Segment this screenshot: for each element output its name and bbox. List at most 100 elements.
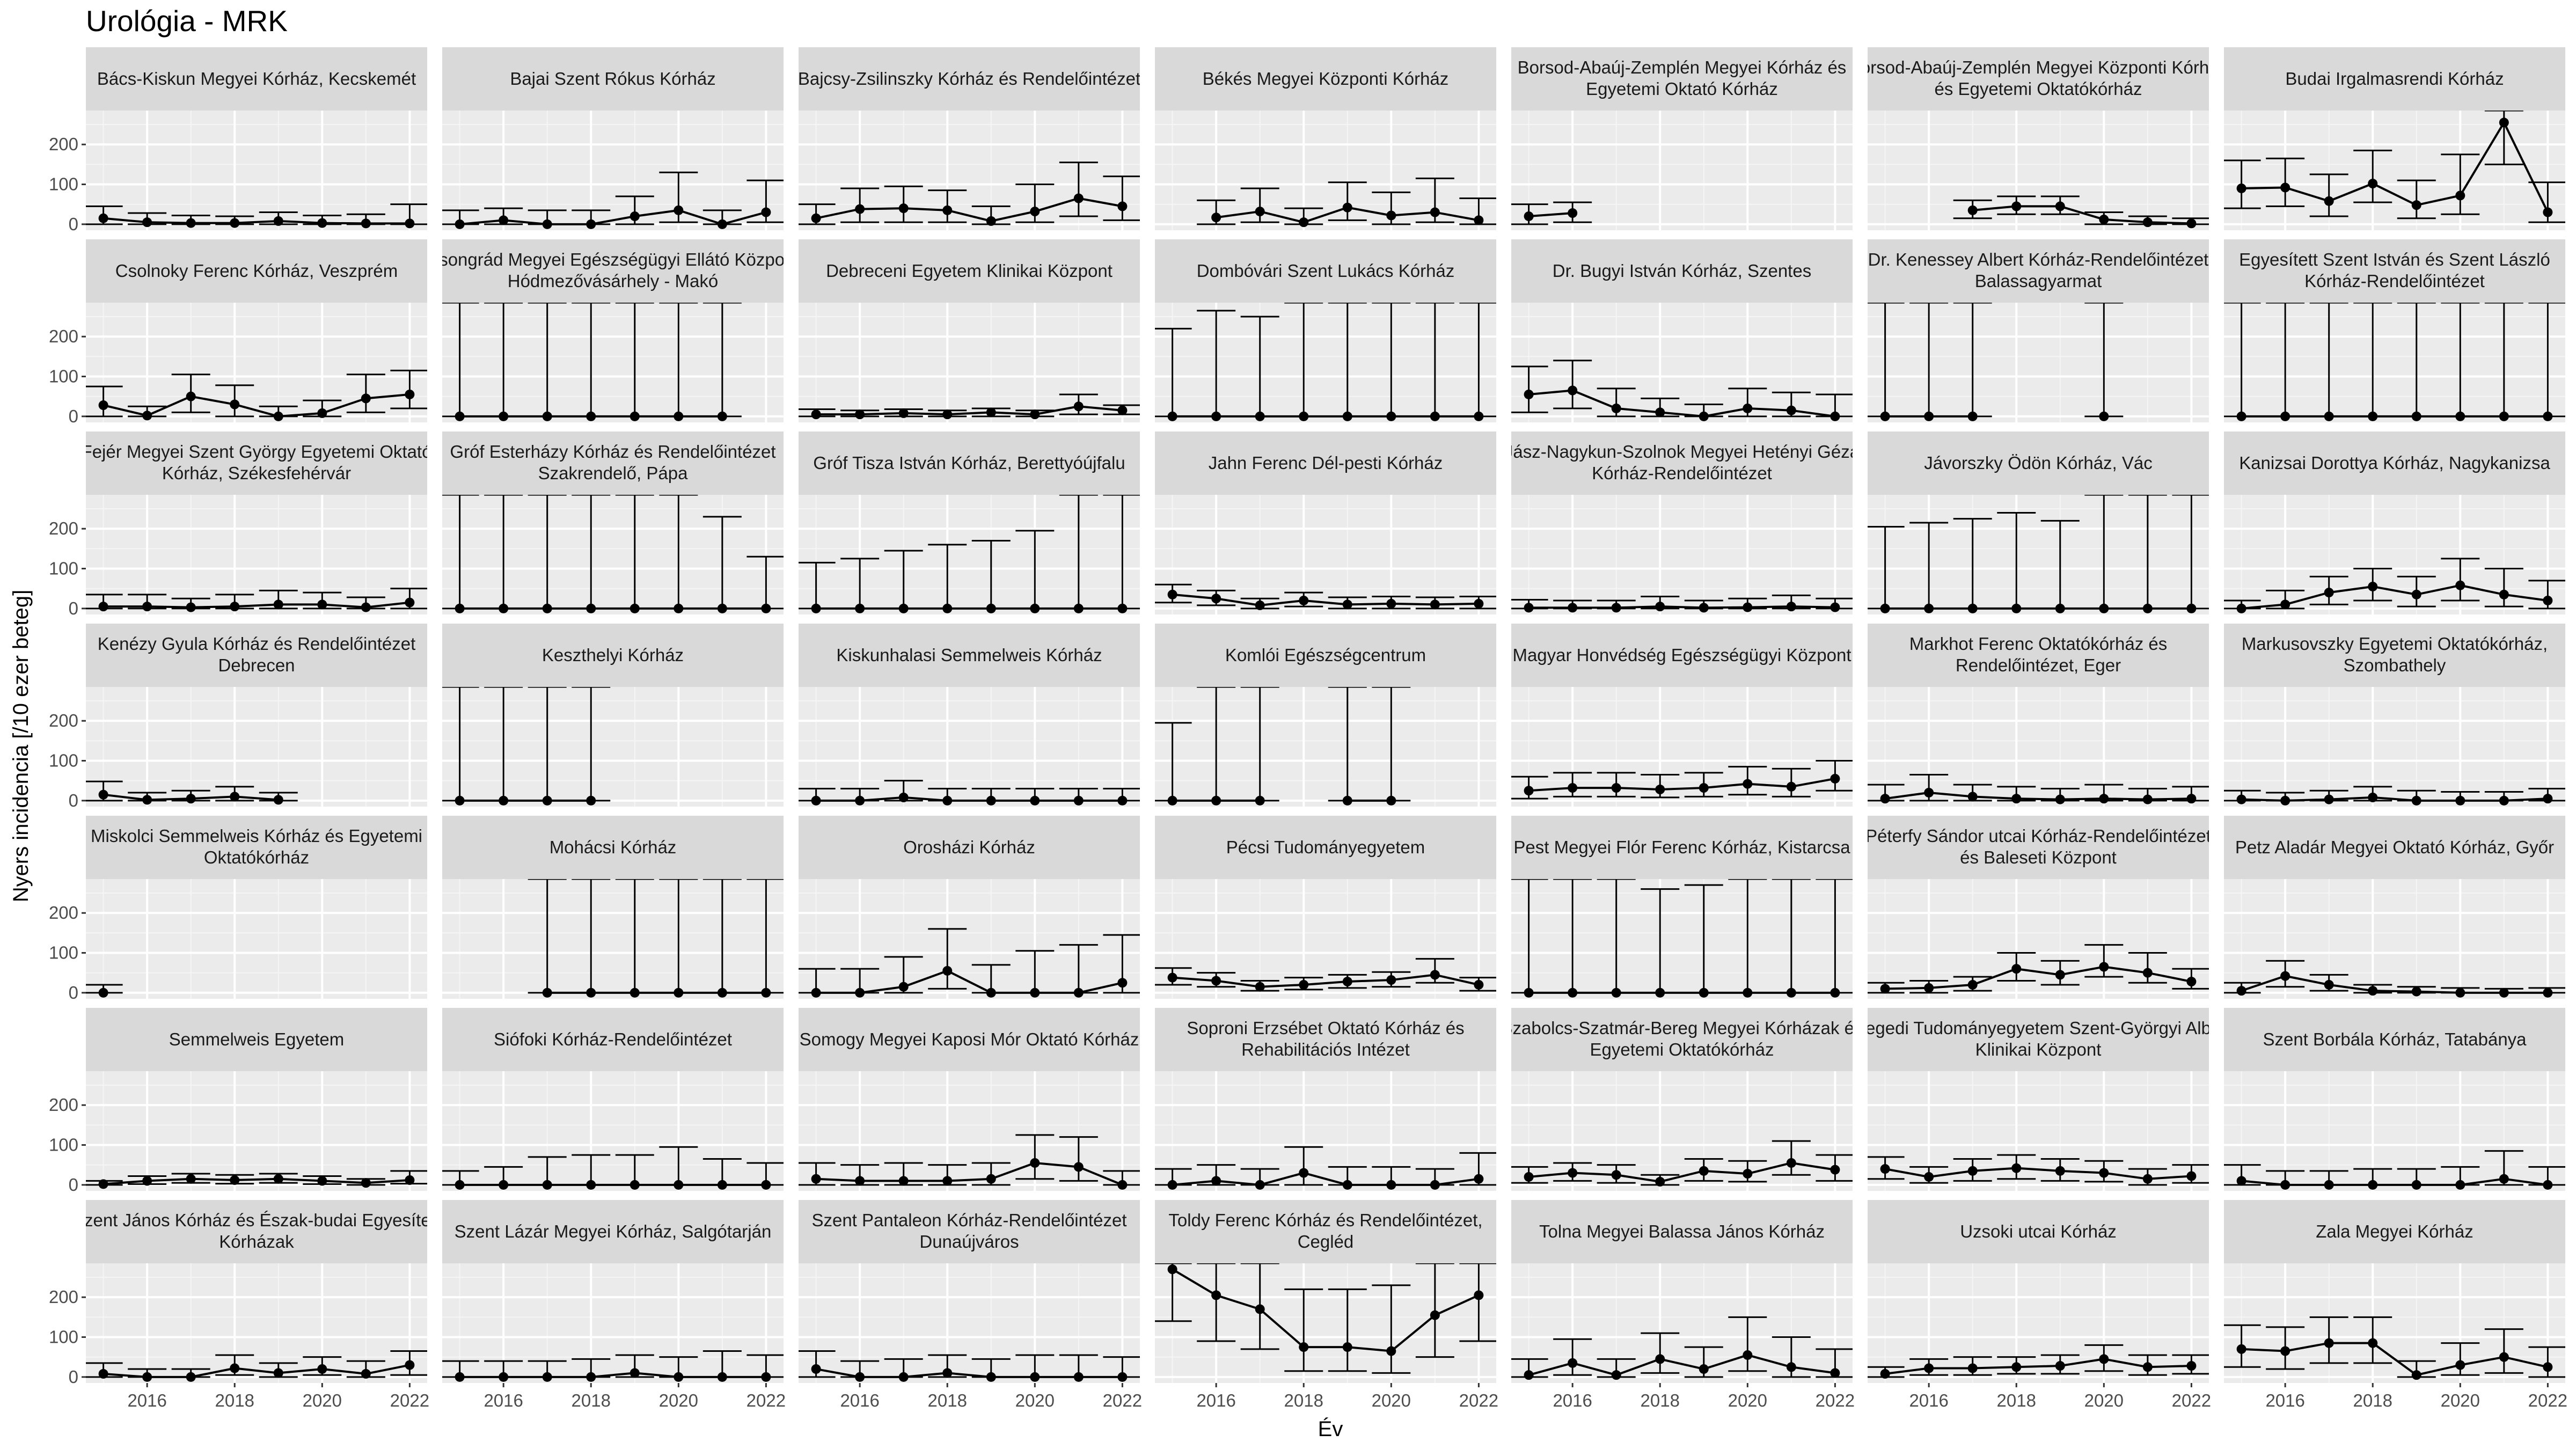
y-tick-label: 200 [49, 134, 78, 154]
facet-data [1511, 201, 1592, 225]
data-point [1299, 1168, 1309, 1178]
data-point [317, 1364, 327, 1374]
series-line-segment [365, 1364, 410, 1375]
series-line-segment [2104, 1172, 2148, 1180]
facet-data [86, 203, 427, 229]
facet-strip-label: Kenézy Gyula Kórház és Rendelőintézet [98, 634, 416, 654]
strip-label-group: Szent Pantaleon Kórház-RendelőintézetDun… [811, 1210, 1126, 1252]
data-point [1568, 385, 1578, 396]
panel-background [1868, 879, 2209, 999]
strip-label-group: Szent Lázár Megyei Kórház, Salgótarján [455, 1221, 772, 1241]
y-tick-label: 100 [49, 1327, 78, 1347]
data-point [898, 792, 909, 802]
data-point [942, 409, 953, 420]
data-point [186, 218, 196, 228]
facet-panel: Zala Megyei Kórház 2016 2018 2020 2022 [2224, 1200, 2567, 1410]
data-point [630, 603, 640, 613]
data-point [2455, 1180, 2465, 1190]
data-point [1255, 207, 1265, 217]
facet-panel: Fejér Megyei Szent György Egyetemi Oktat… [49, 431, 427, 618]
facet-panel: Uzsoki utcai Kórház 2016 2018 2020 2022 [1868, 1200, 2211, 1410]
data-point [674, 1180, 684, 1190]
facet-strip-label: Orosházi Kórház [903, 837, 1035, 857]
data-point [855, 603, 865, 613]
facet-data [1868, 303, 2124, 421]
data-point [455, 1372, 465, 1382]
data-point [1474, 1290, 1484, 1300]
facet-strip [1511, 239, 1853, 303]
series-line-segment [147, 605, 191, 609]
data-point [2099, 411, 2109, 421]
strip-label-group: Borsod-Abaúj-Zemplén Megyei Kórház ésEgy… [1518, 57, 1847, 99]
strip-label-group: Kiskunhalasi Semmelweis Kórház [836, 645, 1102, 665]
data-point [630, 411, 640, 421]
data-point [1167, 795, 1177, 806]
data-point [1568, 603, 1578, 613]
facet-panel: Borsod-Abaúj-Zemplén Megyei Központi Kór… [1868, 47, 2209, 230]
data-point [1211, 411, 1221, 421]
facet-strip-label: Szent János Kórház és Észak-budai Egyesí… [72, 1210, 441, 1230]
data-point [542, 795, 552, 806]
data-point [1255, 600, 1265, 610]
series-line-segment [235, 795, 279, 801]
series-line-segment [1034, 197, 1079, 213]
facet-data [442, 687, 611, 806]
y-tick-label: 100 [49, 943, 78, 963]
data-point [2455, 795, 2465, 806]
facet-data [1155, 958, 1496, 992]
data-point [455, 411, 465, 421]
data-point [717, 987, 727, 998]
strip-label-group: Magyar Honvédség Egészségügyi Központ [1512, 645, 1851, 665]
data-point [142, 1372, 152, 1382]
data-point [1568, 1168, 1578, 1178]
data-point [1255, 411, 1265, 421]
panel-background [799, 495, 1140, 614]
series-line-segment [2060, 1169, 2104, 1174]
data-point [1880, 794, 1890, 804]
series-line-segment [1972, 1167, 2017, 1172]
data-point [1073, 603, 1084, 613]
data-point [1117, 603, 1128, 613]
data-point [1117, 405, 1128, 415]
facet-strip-label: Szent Pantaleon Kórház-Rendelőintézet [811, 1210, 1126, 1230]
series-line-segment [235, 219, 279, 224]
y-tick-label: 200 [49, 711, 78, 730]
facet-panel: Orosházi Kórház [799, 816, 1140, 999]
data-point [1880, 1368, 1890, 1379]
data-point [1073, 1372, 1084, 1382]
data-point [1699, 603, 1709, 613]
data-point [1611, 1370, 1621, 1380]
x-tick-label: 2020 [1372, 1391, 1411, 1410]
x-tick-label: 2020 [1728, 1391, 1767, 1410]
facet-panel: Jávorszky Ödön Kórház, Vác [1868, 431, 2209, 614]
strip-label-group: Uzsoki utcai Kórház [1960, 1221, 2117, 1241]
strip-label-group: Szent Borbála Kórház, Tatabánya [2263, 1029, 2527, 1049]
series-line-segment [322, 603, 366, 609]
strip-label-group: Orosházi Kórház [903, 837, 1035, 857]
series-line-segment [1435, 211, 1479, 222]
data-point [98, 400, 108, 411]
data-point [1030, 207, 1040, 217]
series-line-segment [1435, 1177, 1479, 1186]
series-line-segment [1791, 605, 1835, 609]
data-point [1030, 1158, 1040, 1168]
facet-data [1155, 1146, 1496, 1190]
facet-strip [86, 816, 427, 879]
strip-label-group: Jahn Ferenc Dél-pesti Kórház [1209, 453, 1443, 473]
series-line-segment [147, 1177, 191, 1182]
series-line-segment [2147, 1175, 2192, 1180]
data-point [898, 408, 909, 418]
facet-data [2224, 558, 2565, 613]
data-point [2411, 411, 2421, 421]
data-point [586, 795, 596, 806]
facet-panel: Pécsi Tudományegyetem [1155, 816, 1496, 999]
facet-panel: Somogy Megyei Kaposi Mór Oktató Kórház [799, 1008, 1140, 1191]
data-point [2543, 595, 2553, 605]
facet-data [799, 780, 1140, 806]
data-point [717, 1372, 727, 1382]
facet-data [86, 780, 298, 805]
data-point [405, 218, 415, 229]
data-point [1699, 783, 1709, 793]
data-point [2236, 1176, 2246, 1186]
data-point [1924, 983, 1934, 993]
